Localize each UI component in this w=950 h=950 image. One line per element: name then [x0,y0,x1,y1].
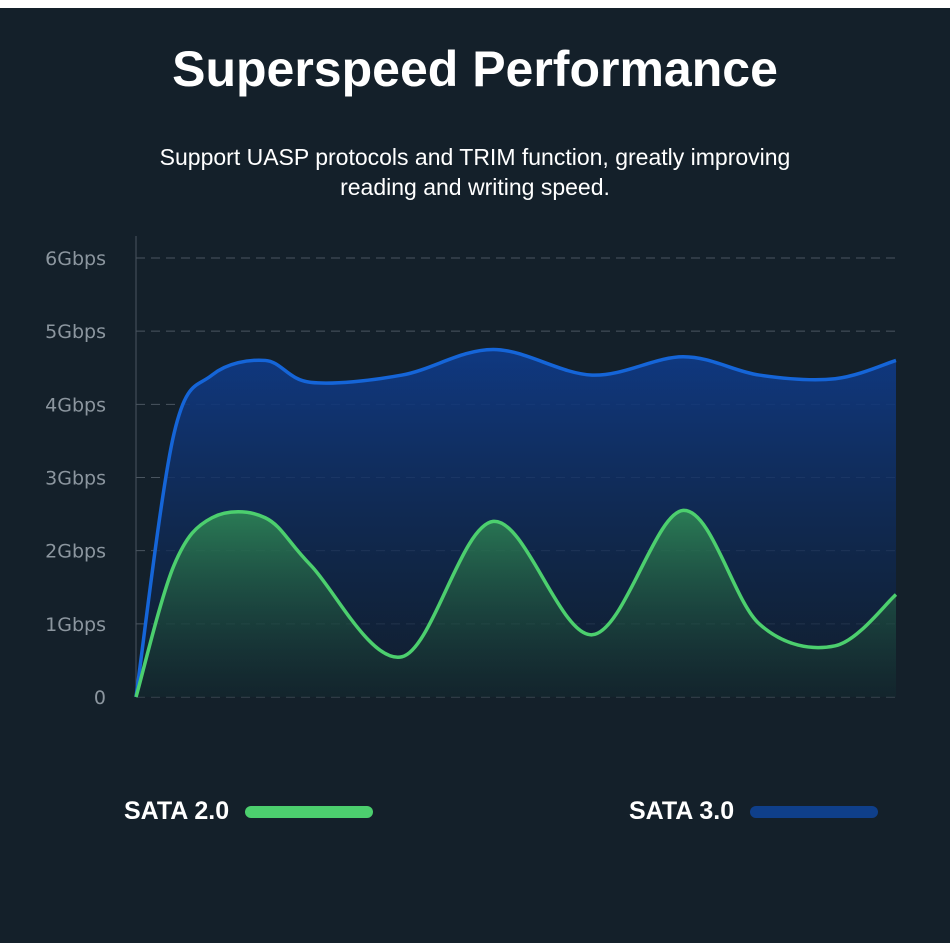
y-tick-label: 3Gbps [45,468,106,490]
y-tick-label: 2Gbps [45,541,106,563]
y-tick-label: 0 [94,687,106,709]
sata2-line [134,508,898,698]
y-tick-label: 1Gbps [45,614,106,636]
legend-swatch-sata2 [245,806,373,818]
page-subtitle: Support UASP protocols and TRIM function… [159,144,791,200]
y-tick-label: 4Gbps [45,394,106,416]
legend-label-sata2: SATA 2.0 [124,797,230,825]
y-tick-label: 5Gbps [45,321,106,343]
y-tick-label: 6Gbps [45,248,106,270]
legend-swatch-sata3 [750,806,878,818]
page-title: Superspeed Performance [172,41,778,97]
sata2-area [136,510,896,697]
sata3-line [134,347,897,698]
legend-label-sata3: SATA 3.0 [629,797,735,825]
